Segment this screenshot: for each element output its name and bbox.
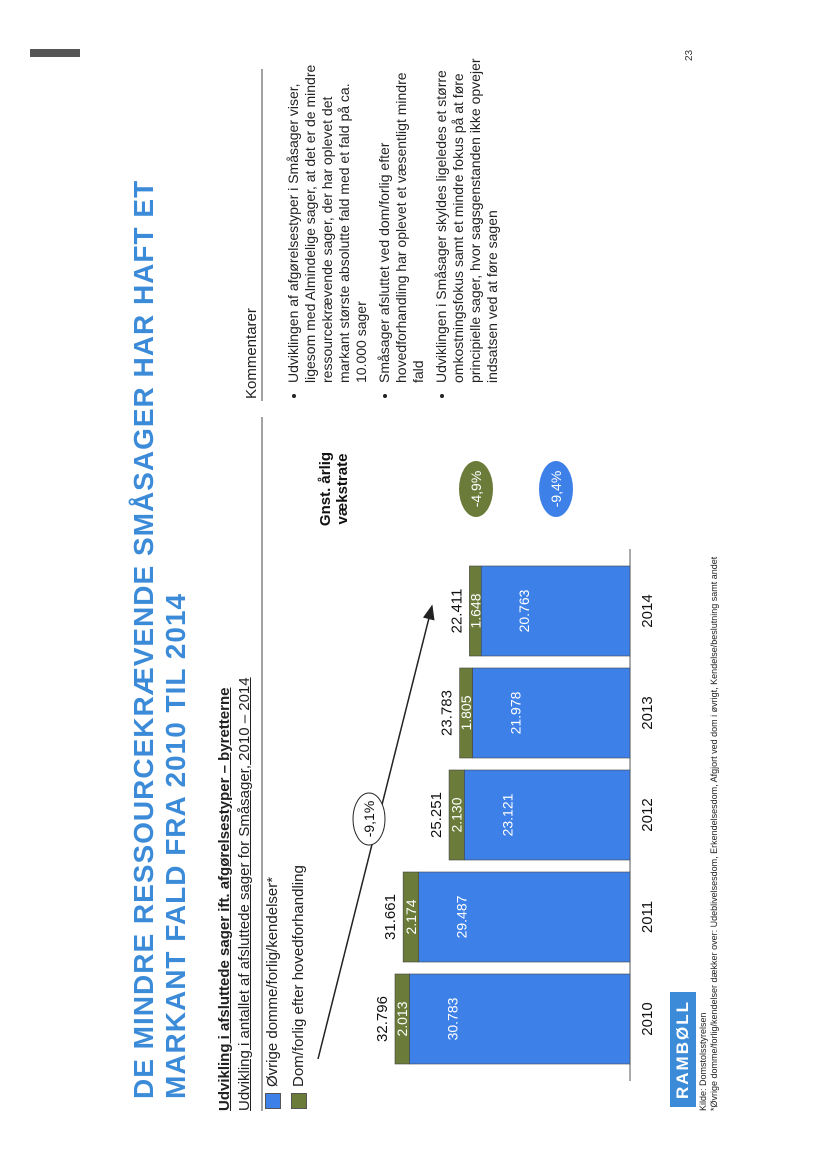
x-tick-label: 2014 [639,594,656,627]
growth-badge [459,461,493,517]
bar-segment [480,565,631,657]
x-tick-label: 2011 [639,901,656,933]
trend-label: -9,1% [361,801,377,838]
value-label: 23.121 [499,793,515,836]
growth-badge [539,461,573,517]
x-tick-label: 2012 [639,798,656,831]
bar-segment [472,667,631,759]
total-label: 32.796 [374,996,391,1042]
bar-segment [459,667,473,759]
value-label: 1.805 [458,695,474,730]
bar-segment [409,973,631,1065]
growth-label: -4,9% [468,471,484,508]
value-label: 20.763 [516,589,532,632]
total-label: 23.783 [439,690,456,736]
growth-label: -9,4% [548,471,564,508]
value-label: 21.978 [508,691,524,734]
value-label: 2.130 [449,797,465,832]
bar-segment [469,565,482,657]
value-label: 2.174 [403,899,419,934]
x-tick-label: 2010 [639,1002,656,1035]
value-label: 30.783 [444,997,460,1040]
bar-segment [394,973,410,1065]
value-label: 1.648 [467,593,483,628]
total-label: 25.251 [428,792,445,838]
x-tick-label: 2013 [639,696,656,729]
value-label: 2.013 [394,1001,410,1036]
decoration [30,49,80,57]
bar-segment [464,769,631,861]
bar-segment [402,871,420,963]
bar-segment [448,769,465,861]
total-label: 31.661 [382,894,399,940]
total-label: 22.411 [448,589,465,634]
growth-header: Gnst. årligvækstrate [317,452,351,526]
trend-badge [352,792,386,846]
bar-segment [418,871,631,963]
value-label: 29.487 [454,895,470,938]
